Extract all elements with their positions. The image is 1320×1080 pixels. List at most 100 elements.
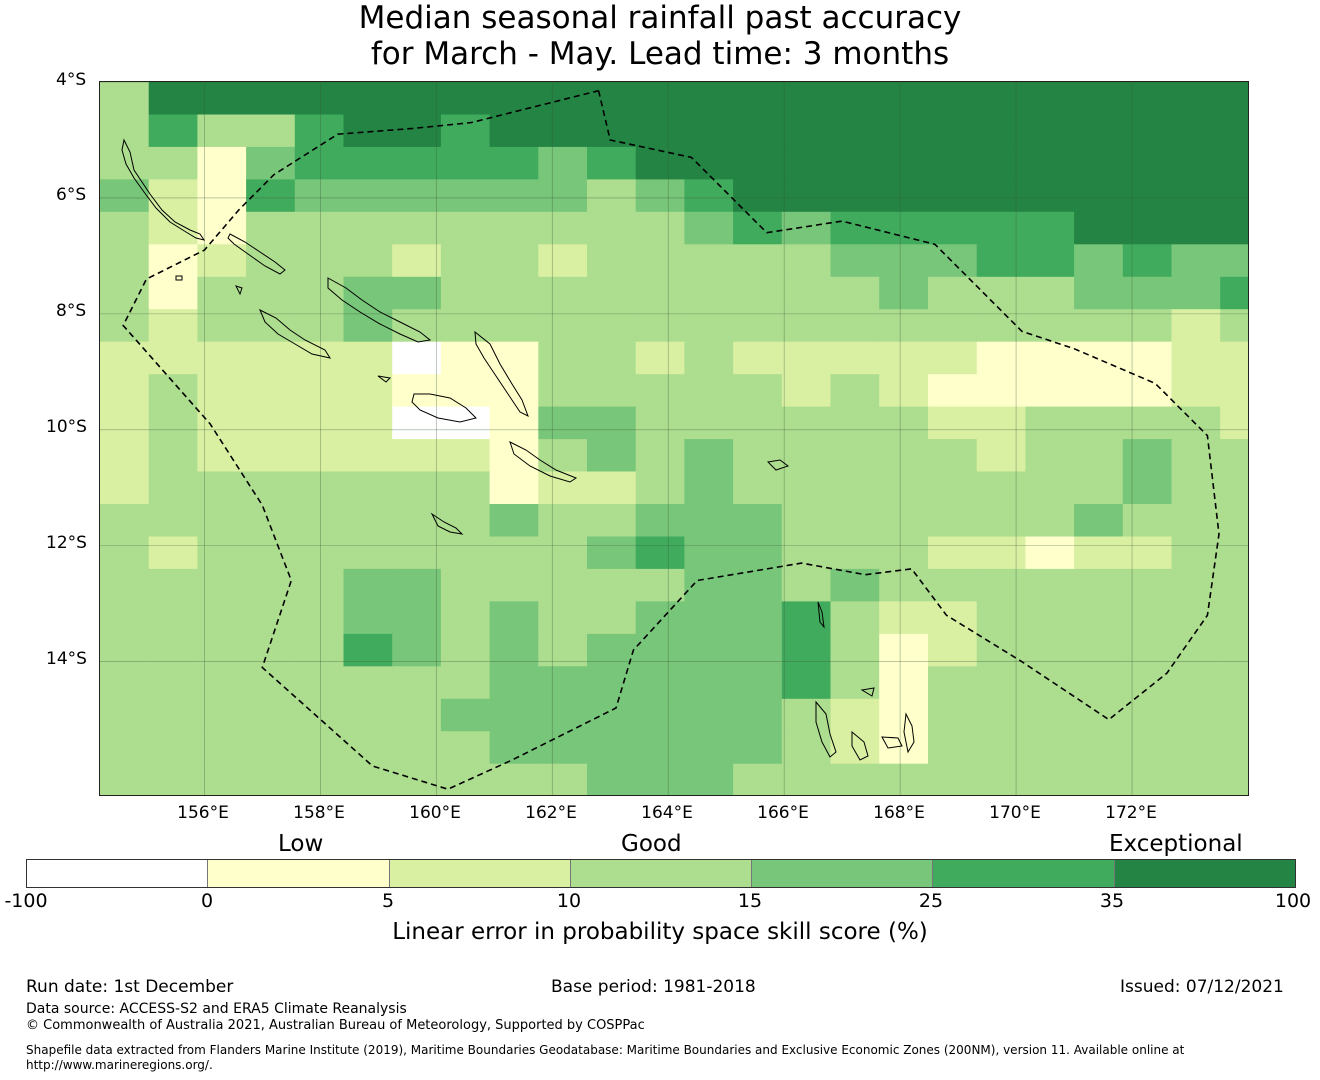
skill-cell: [1025, 146, 1075, 180]
skill-cell: [1025, 309, 1075, 343]
skill-cell: [392, 698, 442, 732]
skill-cell: [830, 666, 880, 700]
skill-cell: [100, 536, 150, 570]
skill-cell: [635, 406, 685, 440]
skill-cell: [830, 763, 880, 795]
skill-cell: [733, 504, 783, 538]
skill-cell: [148, 276, 198, 310]
colorbar-tick: -100: [4, 890, 48, 912]
skill-cell: [1074, 731, 1124, 765]
skill-cell: [538, 763, 588, 795]
skill-cell: [440, 341, 491, 375]
skill-cell: [879, 504, 929, 538]
skill-cell: [879, 698, 929, 732]
skill-cell: [294, 244, 345, 278]
skill-cell: [830, 146, 880, 180]
skill-cell: [148, 341, 198, 375]
skill-cell: [1171, 504, 1221, 538]
skill-cell: [733, 114, 783, 148]
lat-label-6s: 6°S: [56, 185, 87, 205]
skill-cell: [928, 82, 978, 116]
skill-cell: [392, 601, 442, 635]
skill-cell: [489, 666, 539, 700]
skill-cell: [684, 244, 734, 278]
skill-cell: [781, 309, 832, 343]
skill-cell: [440, 763, 491, 795]
skill-cell: [976, 211, 1026, 245]
skill-cell: [294, 114, 345, 148]
skill-cell: [440, 731, 491, 765]
colorbar-segment: [752, 860, 934, 887]
skill-cell: [294, 374, 345, 408]
skill-cell: [976, 309, 1026, 343]
legend-category-low: Low: [278, 831, 324, 857]
eez-boundary: [122, 89, 1220, 791]
skill-cell: [928, 731, 978, 765]
lon-label-162e: 162°E: [525, 803, 577, 823]
skill-cell: [148, 504, 198, 538]
skill-cell: [392, 666, 442, 700]
skill-cell: [197, 114, 247, 148]
skill-cell: [830, 633, 880, 667]
skill-cell: [1074, 211, 1124, 245]
skill-cell: [928, 568, 978, 602]
skill-cell: [1122, 504, 1173, 538]
skill-cell: [830, 82, 880, 116]
island-guadalcanal: [411, 393, 477, 423]
skill-cell: [246, 504, 296, 538]
skill-cell: [246, 244, 296, 278]
skill-cell: [197, 471, 247, 505]
skill-cell: [489, 244, 539, 278]
skill-cell: [343, 536, 393, 570]
skill-cell: [489, 601, 539, 635]
skill-cell: [343, 211, 393, 245]
island-pentecost: [903, 712, 915, 754]
skill-cell: [440, 146, 491, 180]
skill-cell: [1122, 601, 1173, 635]
chart-title: Median seasonal rainfall past accuracy f…: [0, 0, 1320, 72]
island-espiritu-santo: [815, 700, 837, 758]
skill-cell: [781, 731, 832, 765]
skill-cell: [343, 82, 393, 116]
skill-cell: [684, 374, 734, 408]
skill-cell: [684, 341, 734, 375]
skill-cell: [148, 568, 198, 602]
skill-cell: [392, 244, 442, 278]
skill-cell: [538, 601, 588, 635]
skill-cell: [294, 601, 345, 635]
legend-category-exceptional: Exceptional: [1109, 831, 1243, 857]
skill-cell: [830, 309, 880, 343]
skill-cell: [100, 211, 150, 245]
skill-cell: [830, 439, 880, 473]
skill-cell: [635, 211, 685, 245]
skill-cell: [538, 244, 588, 278]
skill-cell: [1074, 244, 1124, 278]
skill-cell: [733, 666, 783, 700]
skill-cell: [1171, 731, 1221, 765]
skill-cell: [1074, 698, 1124, 732]
skill-cell: [635, 309, 685, 343]
skill-cell: [392, 471, 442, 505]
skill-cell: [1122, 309, 1173, 343]
skill-cell: [684, 82, 734, 116]
skill-cell: [1122, 763, 1173, 795]
skill-cell: [440, 309, 491, 343]
skill-cell: [148, 211, 198, 245]
island-santa-cruz: [766, 459, 790, 471]
skill-cell: [343, 179, 393, 213]
skill-cell: [928, 666, 978, 700]
skill-cell: [830, 374, 880, 408]
skill-cell: [1171, 276, 1221, 310]
skill-cell: [587, 244, 637, 278]
skill-cell: [1074, 633, 1124, 667]
skill-cell: [343, 504, 393, 538]
skill-cell: [684, 731, 734, 765]
skill-cell: [197, 276, 247, 310]
skill-cell: [100, 114, 150, 148]
colorbar-segment: [389, 860, 571, 887]
skill-cell: [1074, 341, 1124, 375]
island-treasury: [235, 285, 243, 296]
skill-cell: [830, 731, 880, 765]
skill-cell: [1220, 731, 1248, 765]
skill-cell: [100, 406, 150, 440]
